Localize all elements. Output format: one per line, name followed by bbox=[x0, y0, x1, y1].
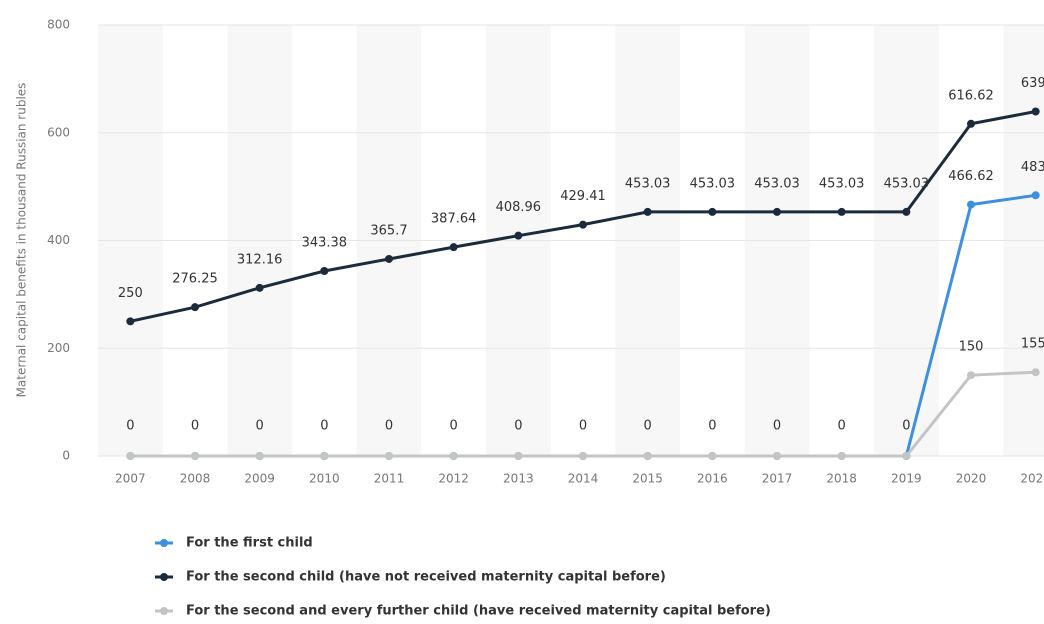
data-label: 0 bbox=[385, 419, 393, 434]
data-label: 0 bbox=[773, 419, 781, 434]
data-label: 365.7 bbox=[370, 223, 407, 238]
data-label: 0 bbox=[191, 419, 199, 434]
data-point bbox=[643, 452, 652, 460]
data-label: 0 bbox=[838, 419, 846, 434]
data-point bbox=[126, 317, 135, 326]
x-tick-label: 2017 bbox=[762, 472, 793, 486]
data-point bbox=[902, 207, 911, 216]
data-label: 343.38 bbox=[302, 236, 348, 251]
y-tick-label: 0 bbox=[62, 449, 70, 463]
data-label: 616.62 bbox=[948, 88, 994, 103]
data-point bbox=[837, 207, 846, 216]
x-tick-label: 2019 bbox=[891, 472, 922, 486]
data-label: 276.25 bbox=[172, 272, 218, 287]
data-point bbox=[773, 207, 781, 216]
data-point bbox=[449, 243, 458, 252]
x-tick-label: 2015 bbox=[632, 472, 663, 486]
x-tick-label: 2020 bbox=[956, 472, 987, 486]
data-point bbox=[643, 207, 652, 216]
data-point bbox=[902, 452, 911, 460]
data-label: 0 bbox=[579, 419, 587, 434]
data-label: 155.55 bbox=[1021, 337, 1044, 352]
data-point bbox=[385, 254, 393, 263]
x-tick-label: 2021 bbox=[1020, 472, 1044, 486]
data-point bbox=[708, 452, 717, 460]
data-label: 453.03 bbox=[754, 176, 800, 191]
x-tick-label: 2007 bbox=[115, 472, 146, 486]
data-point bbox=[579, 452, 587, 460]
y-tick-label: 800 bbox=[47, 18, 70, 32]
data-point bbox=[1031, 191, 1040, 200]
legend-marker bbox=[160, 573, 168, 581]
data-point bbox=[385, 452, 393, 460]
data-point bbox=[1031, 107, 1040, 116]
data-label: 453.03 bbox=[625, 176, 671, 191]
data-label: 0 bbox=[708, 419, 716, 434]
data-point bbox=[320, 267, 329, 276]
y-axis-label: Maternal capital benefits in thousand Ru… bbox=[15, 83, 29, 398]
data-point bbox=[1031, 368, 1040, 377]
data-label: 387.64 bbox=[431, 212, 477, 227]
legend-label: For the second and every further child (… bbox=[186, 604, 771, 619]
data-label: 250 bbox=[118, 286, 143, 301]
data-label: 0 bbox=[126, 419, 134, 434]
data-point bbox=[967, 119, 975, 128]
x-tick-label: 2011 bbox=[374, 472, 405, 486]
data-point bbox=[255, 452, 264, 460]
data-point bbox=[708, 207, 717, 216]
data-label: 312.16 bbox=[237, 252, 283, 267]
data-point bbox=[967, 200, 975, 209]
legend-marker bbox=[160, 607, 168, 615]
data-label: 0 bbox=[450, 419, 458, 434]
data-label: 639.43 bbox=[1021, 76, 1044, 91]
y-tick-label: 600 bbox=[47, 125, 70, 139]
data-label: 429.41 bbox=[560, 189, 606, 204]
data-point bbox=[579, 220, 587, 229]
data-label: 483.88 bbox=[1021, 160, 1044, 175]
data-point bbox=[773, 452, 781, 460]
data-point bbox=[449, 452, 458, 460]
data-point bbox=[191, 452, 199, 460]
x-tick-label: 2014 bbox=[568, 472, 599, 486]
x-tick-label: 2013 bbox=[503, 472, 534, 486]
data-point bbox=[320, 452, 329, 460]
x-tick-label: 2009 bbox=[244, 472, 275, 486]
legend-label: For the second child (have not received … bbox=[186, 570, 666, 585]
data-point bbox=[837, 452, 846, 460]
data-point bbox=[514, 452, 523, 460]
data-point bbox=[255, 283, 264, 292]
y-tick-label: 400 bbox=[47, 233, 70, 247]
x-tick-label: 2018 bbox=[826, 472, 857, 486]
x-tick-label: 2012 bbox=[438, 472, 469, 486]
data-label: 0 bbox=[256, 419, 264, 434]
x-tick-label: 2016 bbox=[697, 472, 728, 486]
x-tick-label: 2010 bbox=[309, 472, 340, 486]
data-label: 0 bbox=[514, 419, 522, 434]
y-tick-label: 200 bbox=[47, 341, 70, 355]
data-point bbox=[126, 452, 135, 460]
data-label: 0 bbox=[320, 419, 328, 434]
data-label: 408.96 bbox=[496, 200, 542, 215]
data-label: 466.62 bbox=[948, 169, 994, 184]
x-tick-label: 2008 bbox=[180, 472, 211, 486]
data-point bbox=[967, 371, 975, 380]
data-label: 0 bbox=[902, 419, 910, 434]
legend-label: For the first child bbox=[186, 536, 313, 551]
data-label: 453.03 bbox=[690, 176, 736, 191]
data-point bbox=[191, 303, 199, 312]
data-label: 453.03 bbox=[884, 176, 930, 191]
data-label: 453.03 bbox=[819, 176, 865, 191]
data-label: 0 bbox=[644, 419, 652, 434]
legend-marker bbox=[160, 539, 168, 547]
data-label: 150 bbox=[959, 340, 984, 355]
data-point bbox=[514, 231, 523, 240]
